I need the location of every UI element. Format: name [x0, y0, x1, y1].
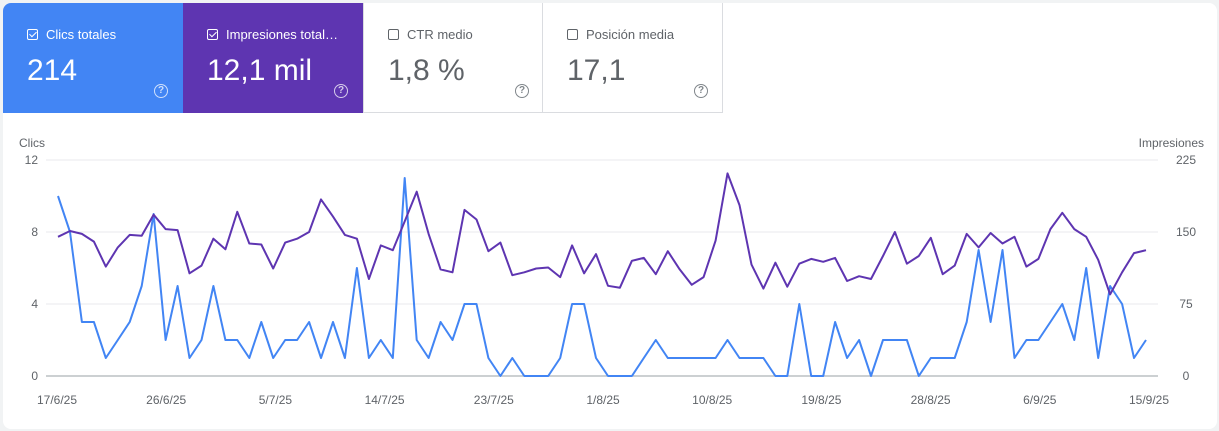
- checkbox-checked-icon[interactable]: [207, 29, 218, 40]
- right-tick-label: 0: [1183, 369, 1190, 383]
- impressions-series-line: [57, 172, 1147, 296]
- right-tick-label: 225: [1176, 153, 1196, 167]
- metric-value: 12,1 mil: [207, 54, 313, 87]
- left-axis-title: Clics: [19, 136, 45, 150]
- help-icon[interactable]: ?: [694, 84, 708, 98]
- metric-value: 1,8 %: [388, 54, 465, 87]
- metric-tile-impressions[interactable]: Impresiones total… 12,1 mil ?: [183, 3, 363, 113]
- x-tick-label: 15/9/25: [1129, 393, 1169, 407]
- checkbox-checked-icon[interactable]: [27, 29, 38, 40]
- metric-value: 17,1: [567, 54, 626, 87]
- x-tick-label: 14/7/25: [365, 393, 405, 407]
- metric-tile-clicks[interactable]: Clics totales 214 ?: [3, 3, 183, 113]
- left-tick-label: 4: [31, 297, 38, 311]
- help-icon[interactable]: ?: [154, 84, 168, 98]
- left-tick-label: 0: [31, 369, 38, 383]
- x-tick-label: 10/8/25: [692, 393, 732, 407]
- x-tick-label: 5/7/25: [259, 393, 293, 407]
- x-tick-label: 28/8/25: [911, 393, 951, 407]
- clicks-series-line: [57, 177, 1147, 377]
- x-tick-label: 1/8/25: [586, 393, 620, 407]
- x-tick-label: 26/6/25: [146, 393, 186, 407]
- x-tick-label: 23/7/25: [474, 393, 514, 407]
- performance-card: Clics totales 214 ? Impresiones total… 1…: [3, 3, 1217, 429]
- metric-tiles: Clics totales 214 ? Impresiones total… 1…: [3, 3, 723, 113]
- performance-chart: Clics Impresiones 0 4 8 12 0 75 150 225 17/6/25 26/…: [19, 136, 1204, 407]
- x-tick-label: 17/6/25: [37, 393, 77, 407]
- right-tick-label: 75: [1179, 297, 1193, 311]
- left-tick-label: 12: [25, 153, 39, 167]
- checkbox-unchecked-icon[interactable]: [388, 29, 399, 40]
- metric-tile-position[interactable]: Posición media 17,1 ?: [543, 3, 723, 113]
- x-tick-label: 19/8/25: [801, 393, 841, 407]
- x-tick-label: 6/9/25: [1023, 393, 1057, 407]
- metric-value: 214: [27, 54, 78, 87]
- right-axis-title: Impresiones: [1139, 136, 1204, 150]
- left-tick-label: 8: [31, 225, 38, 239]
- metric-tile-ctr[interactable]: CTR medio 1,8 % ?: [363, 3, 543, 113]
- right-tick-label: 150: [1176, 225, 1196, 239]
- checkbox-unchecked-icon[interactable]: [567, 29, 578, 40]
- help-icon[interactable]: ?: [515, 84, 529, 98]
- help-icon[interactable]: ?: [334, 84, 348, 98]
